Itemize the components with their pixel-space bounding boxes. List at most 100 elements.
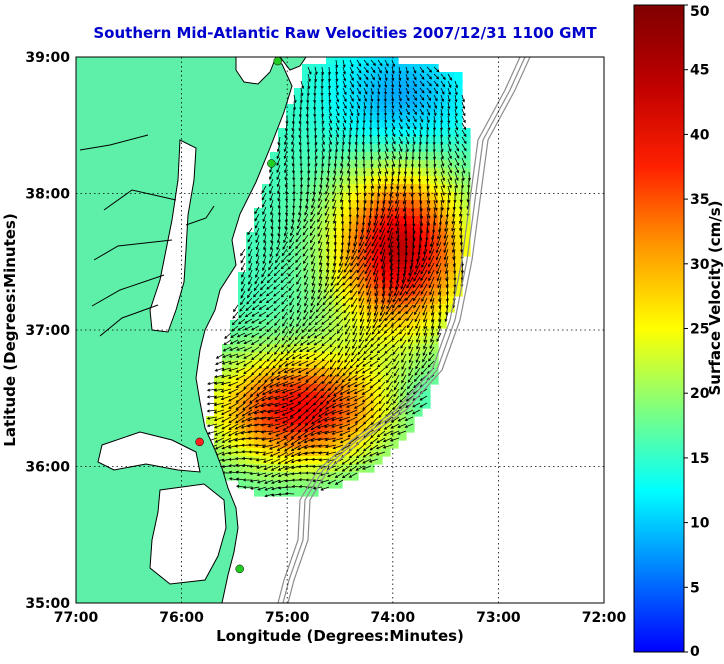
velocity-cell: [430, 304, 439, 313]
velocity-cell: [398, 320, 407, 329]
velocity-arrow: [270, 227, 274, 237]
velocity-arrow: [398, 402, 407, 409]
velocity-cell: [430, 232, 439, 241]
velocity-arrow: [376, 437, 386, 444]
velocity-cell: [422, 152, 431, 161]
velocity-arrow: [281, 395, 295, 401]
velocity-arrow: [384, 171, 388, 183]
velocity-arrow: [369, 381, 379, 389]
velocity-arrow: [393, 290, 400, 303]
velocity-arrow: [274, 346, 281, 355]
velocity-cell: [382, 448, 391, 457]
velocity-cell: [326, 416, 335, 425]
velocity-cell: [222, 344, 231, 353]
velocity-arrow: [346, 409, 358, 415]
velocity-cell: [366, 440, 375, 449]
velocity-arrow: [373, 213, 379, 227]
velocity-arrow: [359, 332, 365, 343]
velocity-cell: [286, 144, 295, 153]
velocity-cell: [262, 440, 271, 449]
velocity-cell: [326, 392, 335, 401]
velocity-arrow: [314, 136, 318, 146]
velocity-arrow: [447, 73, 452, 81]
velocity-arrow: [374, 206, 379, 220]
velocity-cell: [270, 360, 279, 369]
velocity-cell: [238, 368, 247, 377]
velocity-cell: [302, 80, 311, 89]
velocity-cell: [310, 256, 319, 265]
velocity-cell: [350, 120, 359, 129]
colorbar-tick-label: 50: [690, 4, 710, 20]
velocity-arrow: [251, 346, 260, 353]
velocity-cell: [438, 256, 447, 265]
velocity-cell: [270, 328, 279, 337]
velocity-arrow: [373, 311, 379, 323]
velocity-cell: [398, 80, 407, 89]
velocity-cell: [390, 240, 399, 249]
velocity-arrow: [241, 262, 246, 271]
velocity-arrow: [342, 122, 346, 131]
velocity-cell: [358, 88, 367, 97]
velocity-arrow: [318, 269, 323, 280]
velocity-arrow: [342, 101, 347, 110]
velocity-arrow: [277, 472, 288, 477]
velocity-cell: [286, 336, 295, 345]
velocity-cell: [286, 312, 295, 321]
velocity-arrow: [328, 374, 337, 385]
velocity-cell: [254, 424, 263, 433]
velocity-arrow: [305, 360, 316, 367]
velocity-cell: [414, 96, 423, 105]
velocity-cell: [438, 288, 447, 297]
velocity-cell: [222, 424, 231, 433]
velocity-cell: [286, 176, 295, 185]
velocity-arrow: [374, 276, 379, 290]
velocity-cell: [446, 232, 455, 241]
velocity-arrow: [320, 101, 324, 111]
velocity-arrow: [233, 304, 239, 313]
velocity-arrow: [332, 199, 337, 210]
velocity-cell: [246, 472, 255, 481]
velocity-arrow: [261, 395, 274, 402]
velocity-arrow: [221, 430, 232, 437]
velocity-arrow: [327, 472, 337, 478]
velocity-cell: [262, 424, 271, 433]
velocity-arrow: [376, 115, 380, 124]
velocity-arrow: [349, 115, 353, 124]
velocity-arrow: [299, 178, 303, 188]
velocity-cell: [358, 344, 367, 353]
velocity-arrow: [339, 178, 344, 189]
velocity-arrow: [274, 325, 281, 334]
velocity-arrow: [335, 374, 344, 384]
velocity-arrow: [266, 325, 274, 333]
velocity-cell: [286, 136, 295, 145]
velocity-arrow: [416, 339, 421, 350]
velocity-arrow: [401, 367, 407, 377]
velocity-arrow: [419, 87, 425, 94]
velocity-cell: [302, 64, 311, 73]
velocity-arrow: [296, 311, 302, 321]
velocity-cell: [222, 416, 231, 425]
velocity-cell: [222, 472, 231, 481]
velocity-arrow: [370, 150, 374, 160]
velocity-arrow: [290, 416, 302, 425]
velocity-arrow: [305, 122, 310, 132]
velocity-cell: [278, 440, 287, 449]
velocity-cell: [382, 72, 391, 81]
velocity-arrow: [304, 423, 316, 432]
bathymetry-contours: [277, 57, 531, 603]
velocity-cell: [318, 200, 327, 209]
velocity-cell: [334, 304, 343, 313]
velocity-cell: [390, 336, 399, 345]
velocity-cell: [438, 248, 447, 257]
velocity-arrow: [337, 346, 344, 356]
velocity-cell: [254, 432, 263, 441]
velocity-arrow: [221, 437, 232, 443]
velocity-arrow: [312, 479, 323, 483]
velocity-arrow: [290, 220, 295, 230]
velocity-arrow: [439, 115, 444, 124]
velocity-cell: [382, 272, 391, 281]
velocity-cell: [430, 64, 439, 73]
velocity-arrow: [265, 290, 274, 297]
velocity-cell: [414, 80, 423, 89]
velocity-cell: [342, 304, 351, 313]
